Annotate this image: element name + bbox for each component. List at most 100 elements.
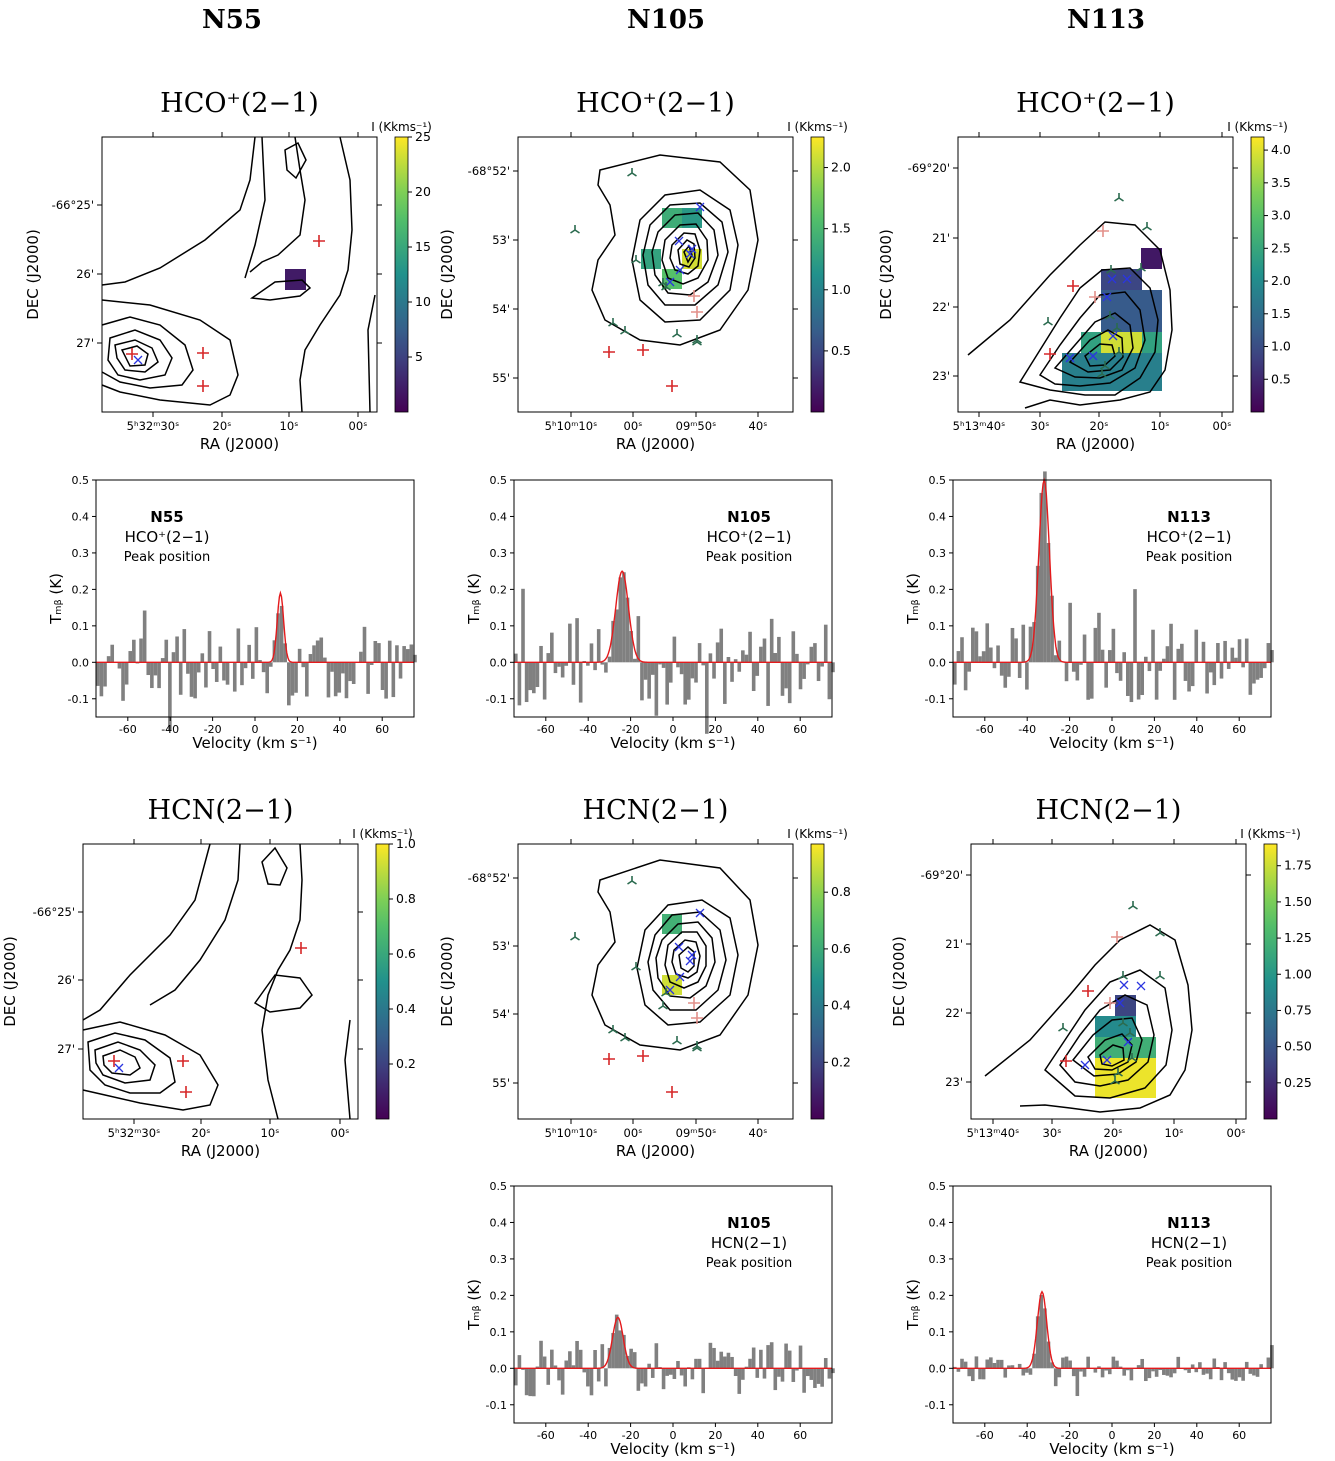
y-tick-label: 0.4 [929, 510, 947, 523]
y-tick-label: 23' [945, 1075, 963, 1089]
spectrum-bar [359, 651, 363, 663]
ysp-marker [1104, 997, 1116, 1009]
spectrum-bar [521, 588, 525, 663]
y-tick-label: 0.5 [490, 1180, 508, 1193]
spectrum-bar [395, 645, 399, 663]
maser-marker [1105, 311, 1115, 320]
clump-marker [1088, 351, 1098, 361]
spectrum-bar [1122, 1368, 1126, 1376]
ysp-marker [1067, 280, 1079, 292]
spectrum-bar [762, 638, 767, 663]
spectrum-bar [1183, 1368, 1188, 1371]
colorbar-tick-label: 1.00 [1284, 966, 1312, 981]
x-tick-label: 20 [1147, 723, 1161, 736]
spectrum-bar [985, 623, 990, 663]
line-name: HCO⁺(2−1) [1147, 528, 1232, 546]
spectrum-bar [560, 1368, 565, 1395]
maser-marker [1114, 347, 1124, 356]
spectrum-bar [676, 1360, 680, 1369]
contour-line [1053, 312, 1134, 379]
source-name: N113 [1167, 508, 1211, 526]
spectrum-bar [726, 657, 731, 663]
spectrum-bar [247, 644, 251, 663]
spectrum-bar [622, 572, 626, 663]
spectrum-bar [1158, 1368, 1163, 1371]
contour-line [678, 946, 695, 973]
maser-marker [1118, 1018, 1128, 1027]
spectrum-bar [1208, 662, 1213, 673]
x-axis-label: Velocity (km s⁻¹) [1049, 1440, 1174, 1458]
spectrum-bar [139, 638, 143, 663]
y-tick-label: 23' [932, 369, 950, 383]
y-tick-label: 0.4 [490, 510, 508, 523]
spectrum-bar [963, 1361, 968, 1369]
spectrum-bar [733, 1368, 738, 1377]
spectrum-bar [672, 636, 677, 663]
spectrum-bar [287, 662, 291, 706]
spectrum-bar [532, 662, 536, 694]
maser-marker [570, 225, 580, 234]
spectrum-bar [1230, 1368, 1235, 1380]
x-tick-label: -60 [537, 723, 555, 736]
spectrum-bar [668, 662, 673, 683]
spectrum-bar [1125, 662, 1130, 696]
y-tick-label: -69°20' [921, 868, 963, 882]
spectrum-bar [777, 636, 781, 663]
spectrum-bar [1039, 1294, 1044, 1369]
clump-marker [114, 1063, 124, 1073]
spectrum-bar [578, 1349, 583, 1369]
y-tick-label: 53' [492, 233, 510, 247]
spectrum-bar [1205, 1368, 1209, 1374]
spectrum-bar [823, 1358, 828, 1369]
y-tick-label: -68°52' [468, 871, 510, 885]
spectrum-bar [1075, 1368, 1080, 1397]
spectrum-bar [1208, 1368, 1213, 1380]
n113-hco-map: HCO⁺(2−1) 5ʰ13ᵐ40ˢ 30ˢ 20ˢ 10ˢ 00ˢ -69°20' 21' 2… [877, 88, 1291, 453]
spectrum-bar [323, 657, 327, 663]
spectrum-bar [953, 662, 957, 685]
spectrum-bar [330, 662, 334, 672]
spectrum-bar [1057, 1368, 1062, 1378]
spectrum-bar [514, 1368, 518, 1386]
x-axis-label: Velocity (km s⁻¹) [1049, 734, 1174, 752]
spectrum-bar [341, 662, 345, 674]
spectrum-bar [1093, 627, 1098, 663]
colorbar [375, 843, 390, 1120]
y-tick-label: -66°25' [52, 198, 94, 212]
spectrum-bar [596, 1368, 601, 1382]
y-tick-label: 0.3 [490, 1253, 508, 1266]
contour-line [261, 846, 288, 886]
spectrum-bar [690, 662, 695, 679]
spectrum-bar [1270, 1345, 1274, 1369]
spectrum-bar [766, 1345, 770, 1369]
position-note: Peak position [706, 550, 793, 565]
map-frame [957, 136, 1234, 413]
spectrum-bar [683, 662, 687, 705]
y-tick-label: 0.0 [490, 656, 508, 669]
contour-line [249, 279, 312, 301]
spectrum-bar [1039, 492, 1044, 663]
spectrum-bar [283, 643, 288, 663]
spectrum-bar [791, 631, 796, 663]
ysp-marker [1060, 1055, 1072, 1067]
spectrum-bar [1046, 542, 1051, 663]
x-tick-label: 5ʰ32ᵐ30ˢ [127, 419, 180, 433]
x-axis-label: Velocity (km s⁻¹) [610, 734, 735, 752]
spectrum-bar [128, 651, 133, 663]
spectrum-bar [1151, 629, 1155, 663]
spectrum-bar [992, 662, 997, 669]
colorbar-tick-label: 2.5 [1271, 240, 1291, 255]
spectrum-bar [784, 1343, 788, 1369]
colorbar [810, 136, 825, 413]
spectrum-bar [629, 1348, 633, 1369]
spectrum-bar [1050, 1362, 1054, 1369]
clump-marker [685, 956, 695, 966]
y-tick-label: -0.1 [68, 693, 89, 706]
colorbar-tick-label: 0.2 [831, 1054, 851, 1069]
maser-marker [1106, 265, 1116, 274]
clump-marker [1107, 274, 1117, 284]
x-axis-label: RA (J2000) [616, 1142, 695, 1160]
ysp-marker [666, 380, 678, 392]
clump-marker [1065, 353, 1075, 363]
spectrum-bar [985, 1359, 990, 1369]
